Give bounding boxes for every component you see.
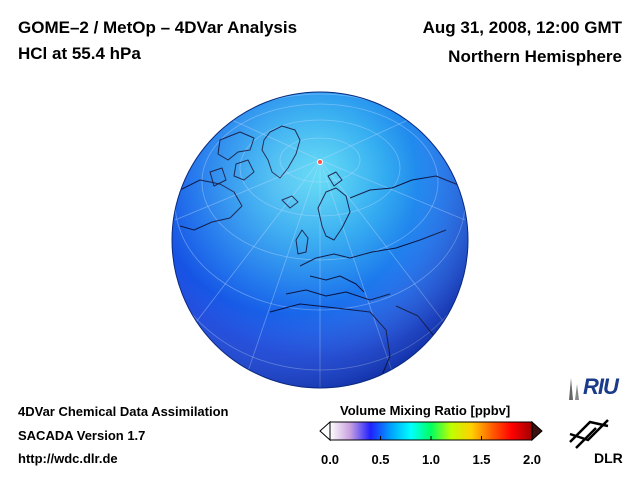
title-line-2: HCl at 55.4 hPa	[18, 44, 141, 63]
footer-line-2: SACADA Version 1.7	[18, 428, 146, 443]
colorbar-low-arrow	[319, 420, 331, 442]
colorbar-tick-label: 1.0	[421, 452, 441, 467]
globe-map	[171, 91, 469, 389]
footer-url: http://wdc.dlr.de	[18, 451, 118, 466]
colorbar-high-arrow	[531, 420, 543, 442]
colorbar-tick-label: 0.0	[320, 452, 340, 467]
datetime-label: Aug 31, 2008, 12:00 GMT	[422, 18, 622, 37]
colorbar-tick-label: 2.0	[522, 452, 542, 467]
dlr-logo-text: DLR	[594, 450, 623, 466]
footer-line-1: 4DVar Chemical Data Assimilation	[18, 404, 229, 419]
dlr-logo-icon	[569, 419, 609, 449]
region-label: Northern Hemisphere	[448, 47, 622, 66]
globe-shading	[172, 92, 468, 388]
title-line-1: GOME–2 / MetOp – 4DVar Analysis	[18, 18, 298, 37]
colorbar-title: Volume Mixing Ratio [ppbv]	[340, 403, 511, 418]
colorbar-tick-marks	[329, 436, 533, 440]
north-pole-marker	[317, 159, 323, 165]
colorbar	[319, 420, 543, 442]
colorbar-tick-label: 0.5	[371, 452, 390, 467]
colorbar-tick-label: 1.5	[472, 452, 491, 467]
riu-logo-icon	[569, 378, 579, 400]
globe-outline	[171, 91, 469, 389]
riu-logo-text: RIU	[583, 374, 619, 399]
